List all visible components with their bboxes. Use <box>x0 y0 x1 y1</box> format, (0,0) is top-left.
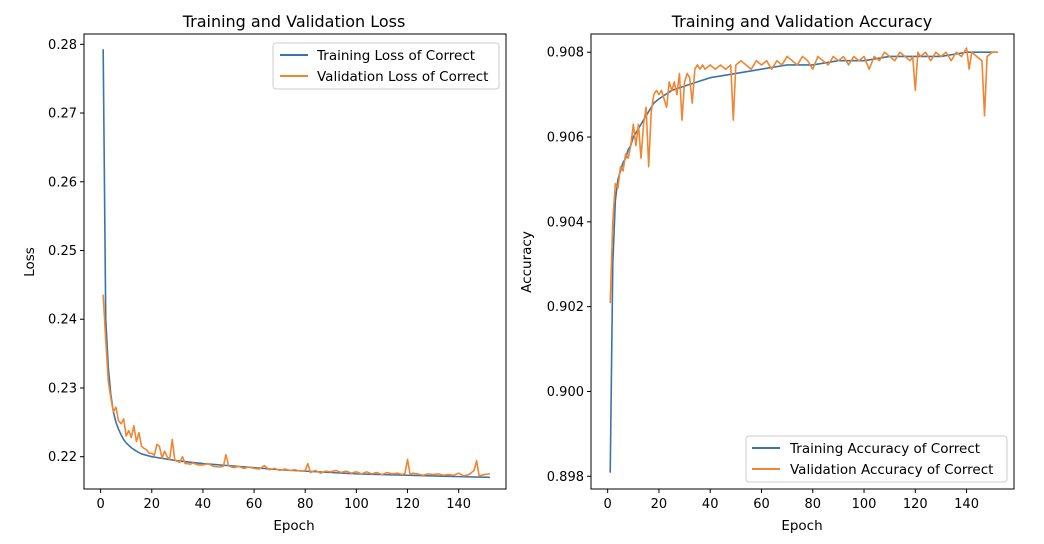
loss-x-tick-label: 0 <box>96 497 104 512</box>
loss-train-line <box>102 49 491 479</box>
accuracy-y-axis-label: Accuracy <box>519 231 535 293</box>
loss-y-axis-label: Loss <box>22 247 38 277</box>
accuracy-val-line <box>609 47 999 304</box>
accuracy-x-tick-label: 20 <box>651 497 668 512</box>
loss-x-tick-label: 120 <box>395 497 420 512</box>
accuracy-train-line <box>609 51 999 473</box>
accuracy-legend-box <box>745 435 1008 483</box>
loss-val-line <box>102 294 491 477</box>
loss-y-tick-label: 0.23 <box>48 381 77 396</box>
accuracy-y-tick-label: 0.900 <box>547 385 584 400</box>
loss-x-tick-label: 60 <box>246 497 263 512</box>
accuracy-x-tick-label: 0 <box>604 497 612 512</box>
loss-chart: Training and Validation Loss 0 20 40 60 80 10… <box>22 12 507 534</box>
loss-series-lines <box>102 49 491 479</box>
accuracy-y-tick-label: 0.902 <box>547 300 584 315</box>
loss-x-axis-label: Epoch <box>273 518 314 534</box>
accuracy-y-tick-label: 0.908 <box>547 46 584 61</box>
accuracy-x-tick-label: 140 <box>954 497 979 512</box>
accuracy-y-tick-label: 0.906 <box>547 131 584 146</box>
accuracy-legend: Training Accuracy of Correct Validation … <box>745 435 1008 483</box>
accuracy-x-axis-label: Epoch <box>781 518 822 534</box>
accuracy-x-tick-label: 60 <box>753 497 770 512</box>
accuracy-y-tick-label: 0.904 <box>547 215 584 230</box>
loss-y-tick-label: 0.28 <box>48 38 77 53</box>
loss-legend-val-label: Validation Loss of Correct <box>317 69 488 85</box>
accuracy-x-tick-label: 120 <box>903 497 928 512</box>
accuracy-chart: Training and Validation Accuracy 0 20 40 60… <box>519 12 1015 534</box>
loss-x-tick-label: 40 <box>195 497 212 512</box>
accuracy-x-tick-label: 40 <box>702 497 719 512</box>
accuracy-legend-train-label: Training Accuracy of Correct <box>789 441 980 457</box>
loss-y-tick-label: 0.22 <box>48 450 77 465</box>
loss-y-tick-label: 0.24 <box>48 313 77 328</box>
loss-x-tick-label: 140 <box>446 497 471 512</box>
accuracy-chart-title: Training and Validation Accuracy <box>671 12 933 31</box>
accuracy-axes-frame <box>590 33 1015 490</box>
accuracy-series-lines <box>609 47 999 473</box>
loss-y-tick-label: 0.27 <box>48 107 77 122</box>
loss-ticks: 0 20 40 60 80 100 120 140 0.22 0.23 0.24 0.25 0.26 0.… <box>48 38 471 512</box>
loss-y-tick-label: 0.25 <box>48 244 77 259</box>
loss-x-tick-label: 100 <box>344 497 369 512</box>
loss-x-tick-label: 80 <box>297 497 314 512</box>
accuracy-ticks: 0 20 40 60 80 100 120 140 0.898 0.900 0.902 0.904 0.… <box>547 46 979 512</box>
accuracy-y-tick-label: 0.898 <box>547 470 584 485</box>
loss-legend: Training Loss of Correct Validation Loss… <box>272 42 500 90</box>
accuracy-x-tick-label: 80 <box>804 497 821 512</box>
accuracy-legend-val-label: Validation Accuracy of Correct <box>790 462 993 478</box>
loss-chart-title: Training and Validation Loss <box>182 12 406 31</box>
loss-axes-frame <box>83 33 507 490</box>
accuracy-x-tick-label: 100 <box>852 497 877 512</box>
loss-legend-box <box>272 42 500 90</box>
loss-x-tick-label: 20 <box>144 497 161 512</box>
loss-legend-train-label: Training Loss of Correct <box>316 48 475 64</box>
loss-y-tick-label: 0.26 <box>48 175 77 190</box>
